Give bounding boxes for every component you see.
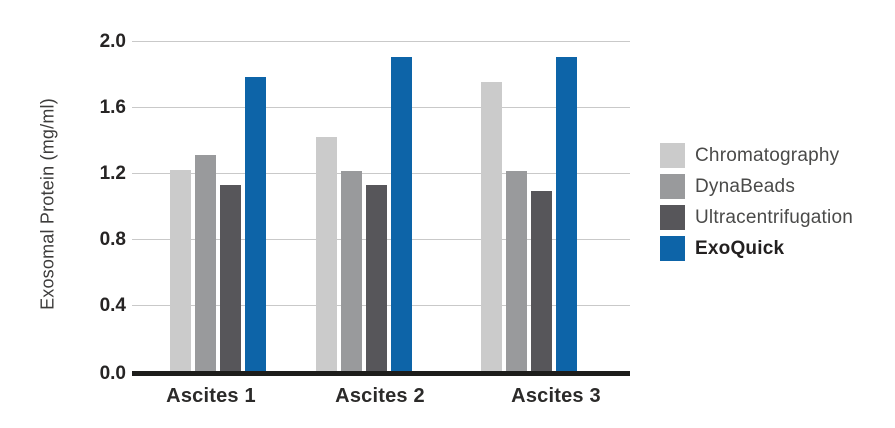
legend-label: Chromatography [695,144,840,166]
y-tick-label: 0.0 [99,362,126,384]
plot-area: 2.0 1.6 1.2 0.8 0.4 0.0 Ascites 1 Ascites 2 Asci… [100,31,630,407]
legend-item: Ultracentrifugation [660,205,853,230]
x-category-label: Ascites 2 [335,385,425,407]
legend-label: ExoQuick [695,237,785,259]
chart-legend: Chromatography DynaBeads Ultracentrifugati… [660,143,853,267]
gridline [132,107,630,108]
y-tick-label: 0.4 [99,294,126,316]
bar [316,137,337,371]
gridline [132,41,630,42]
bar [341,171,362,371]
legend-item: DynaBeads [660,174,853,199]
y-tick-label: 1.2 [99,162,126,184]
bar [506,171,527,371]
bar [556,57,577,371]
bar [391,57,412,371]
legend-item: ExoQuick [660,236,853,261]
x-axis-baseline [132,371,630,376]
x-category-label: Ascites 1 [166,385,256,407]
bar-group-2 [316,57,412,371]
legend-swatch [660,143,685,168]
bar [170,170,191,371]
legend-label: DynaBeads [695,175,796,197]
legend-swatch [660,236,685,261]
legend-swatch [660,174,685,199]
bar [481,82,502,371]
bar [220,185,241,371]
y-tick-label: 2.0 [99,30,126,52]
legend-item: Chromatography [660,143,853,168]
legend-label: Ultracentrifugation [695,206,853,228]
gridline [132,173,630,174]
bar [195,155,216,371]
bar [366,185,387,371]
bar [531,191,552,371]
y-tick-label: 0.8 [99,228,126,250]
y-tick-label: 1.6 [99,96,126,118]
legend-swatch [660,205,685,230]
x-category-label: Ascites 3 [511,385,601,407]
y-axis-title: Exosomal Protein (mg/ml) [37,98,58,310]
bar [245,77,266,371]
bar-group-3 [481,57,577,371]
bar-group-1 [170,77,266,371]
